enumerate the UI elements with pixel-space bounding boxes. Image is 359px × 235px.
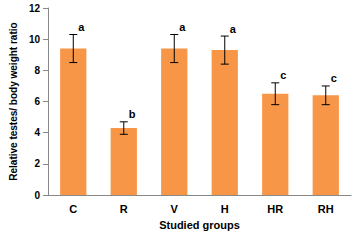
svg-text:R: R — [120, 203, 128, 215]
svg-text:a: a — [179, 21, 186, 33]
svg-text:12: 12 — [29, 3, 41, 14]
svg-text:HR: HR — [267, 203, 283, 215]
svg-text:4: 4 — [34, 127, 40, 138]
svg-text:Studied groups: Studied groups — [159, 219, 240, 231]
svg-text:V: V — [171, 203, 179, 215]
svg-text:c: c — [331, 72, 337, 84]
svg-text:c: c — [280, 69, 286, 81]
svg-text:a: a — [78, 21, 85, 33]
svg-text:RH: RH — [318, 203, 334, 215]
svg-text:10: 10 — [29, 34, 41, 45]
svg-text:2: 2 — [34, 158, 40, 169]
svg-text:Relative testes/ body weight r: Relative testes/ body weight ratio — [8, 22, 19, 180]
svg-text:8: 8 — [34, 65, 40, 76]
svg-text:6: 6 — [34, 96, 40, 107]
svg-text:0: 0 — [34, 190, 40, 201]
svg-text:b: b — [129, 108, 136, 120]
svg-text:a: a — [230, 23, 237, 35]
svg-text:H: H — [221, 203, 229, 215]
svg-text:C: C — [69, 203, 77, 215]
